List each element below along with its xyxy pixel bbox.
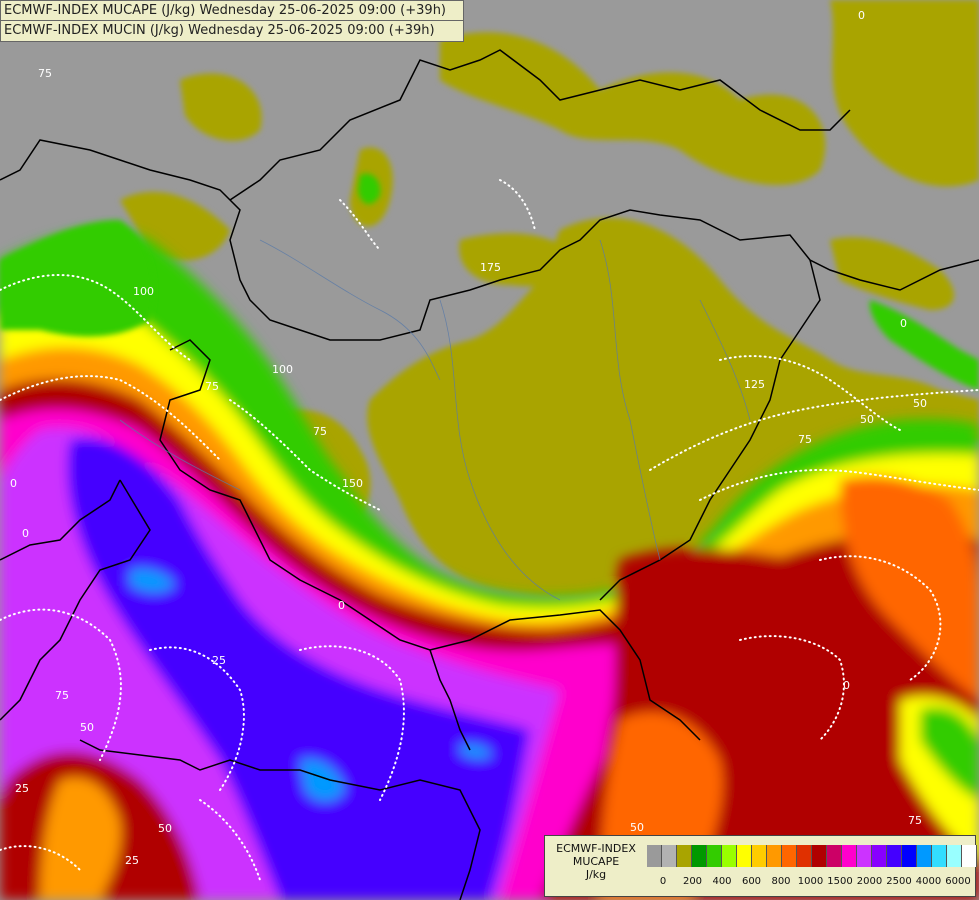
- legend-swatch: [752, 845, 767, 867]
- legend-swatch: [677, 845, 692, 867]
- contour-label: 125: [744, 378, 765, 391]
- legend-swatch: [707, 845, 722, 867]
- contour-label: 50: [913, 397, 927, 410]
- legend-swatch: [692, 845, 707, 867]
- contour-label: 50: [80, 721, 94, 734]
- low-cape-areas: [120, 0, 979, 597]
- legend-tick-label: 600: [741, 876, 762, 887]
- cape-field: [0, 229, 979, 900]
- map-title-mucape: ECMWF-INDEX MUCAPE (J/kg) Wednesday 25-0…: [0, 0, 464, 22]
- legend-swatch: [872, 845, 887, 867]
- legend-tick-labels: 0 200 400 600 800 1000 1500 2000 2500 4000 6000: [647, 876, 977, 890]
- contour-label: 0: [338, 599, 345, 612]
- legend-swatch: [827, 845, 842, 867]
- contour-label: 100: [133, 285, 154, 298]
- contour-label: 75: [55, 689, 69, 702]
- legend-tick-label: 2500: [886, 876, 912, 887]
- contour-label: 100: [272, 363, 293, 376]
- legend-tick-label: 0: [659, 876, 667, 887]
- contour-label: 150: [342, 477, 363, 490]
- legend-tick-label: 2000: [856, 876, 883, 887]
- legend-unit: J/kg: [585, 868, 607, 881]
- legend-tick-label: 200: [682, 876, 703, 887]
- legend-swatch: [947, 845, 962, 867]
- contour-label: 50: [158, 822, 172, 835]
- legend-swatch: [887, 845, 902, 867]
- legend-swatch: [812, 845, 827, 867]
- contour-label: 25: [212, 654, 226, 667]
- contour-label: 75: [908, 814, 922, 827]
- northern-cape-patches: [0, 173, 979, 390]
- contour-label: 0: [10, 477, 17, 490]
- legend-swatch: [842, 845, 857, 867]
- rivers: [119, 239, 751, 601]
- legend-swatch: [857, 845, 872, 867]
- legend-swatch: [647, 845, 662, 867]
- contour-label: 0: [22, 527, 29, 540]
- country-borders: [0, 49, 979, 900]
- legend-variable: MUCAPE: [572, 855, 620, 868]
- legend-swatch: [782, 845, 797, 867]
- legend-swatch: [737, 845, 752, 867]
- contour-label: 0: [843, 679, 850, 692]
- legend-swatch: [902, 845, 917, 867]
- contour-label: 75: [38, 67, 52, 80]
- contour-label: 75: [205, 380, 219, 393]
- legend-swatch: [797, 845, 812, 867]
- legend-swatch: [767, 845, 782, 867]
- legend-tick-label: 6000: [945, 876, 971, 887]
- legend-swatch: [917, 845, 932, 867]
- legend-swatch: [932, 845, 947, 867]
- contour-label: 50: [630, 821, 644, 834]
- contour-label: 25: [15, 782, 29, 795]
- legend-swatch: [722, 845, 737, 867]
- contour-label: 25: [125, 854, 139, 867]
- legend-swatch: [962, 845, 977, 867]
- contour-label: 75: [798, 433, 812, 446]
- contour-label: 175: [480, 261, 501, 274]
- legend-tick-label: 1500: [827, 876, 853, 887]
- map-title-mucin: ECMWF-INDEX MUCIN (J/kg) Wednesday 25-06…: [0, 20, 464, 42]
- legend-swatches: [647, 845, 977, 867]
- contour-label: 50: [860, 413, 874, 426]
- legend-tick-label: 800: [771, 876, 791, 887]
- legend-swatch: [662, 845, 677, 867]
- contour-label: 75: [313, 425, 327, 438]
- mucin-contours: [0, 179, 979, 881]
- legend-model: ECMWF-INDEX: [556, 842, 636, 855]
- contour-label: 0: [858, 9, 865, 22]
- legend-title: ECMWF-INDEX MUCAPE J/kg: [549, 842, 643, 881]
- legend-tick-label: 4000: [915, 876, 942, 887]
- legend-tick-label: 1000: [797, 876, 824, 887]
- contour-label: 0: [900, 317, 907, 330]
- legend-tick-label: 400: [712, 876, 732, 887]
- color-legend: ECMWF-INDEX MUCAPE J/kg 0 200 400 600 800 100…: [544, 835, 977, 897]
